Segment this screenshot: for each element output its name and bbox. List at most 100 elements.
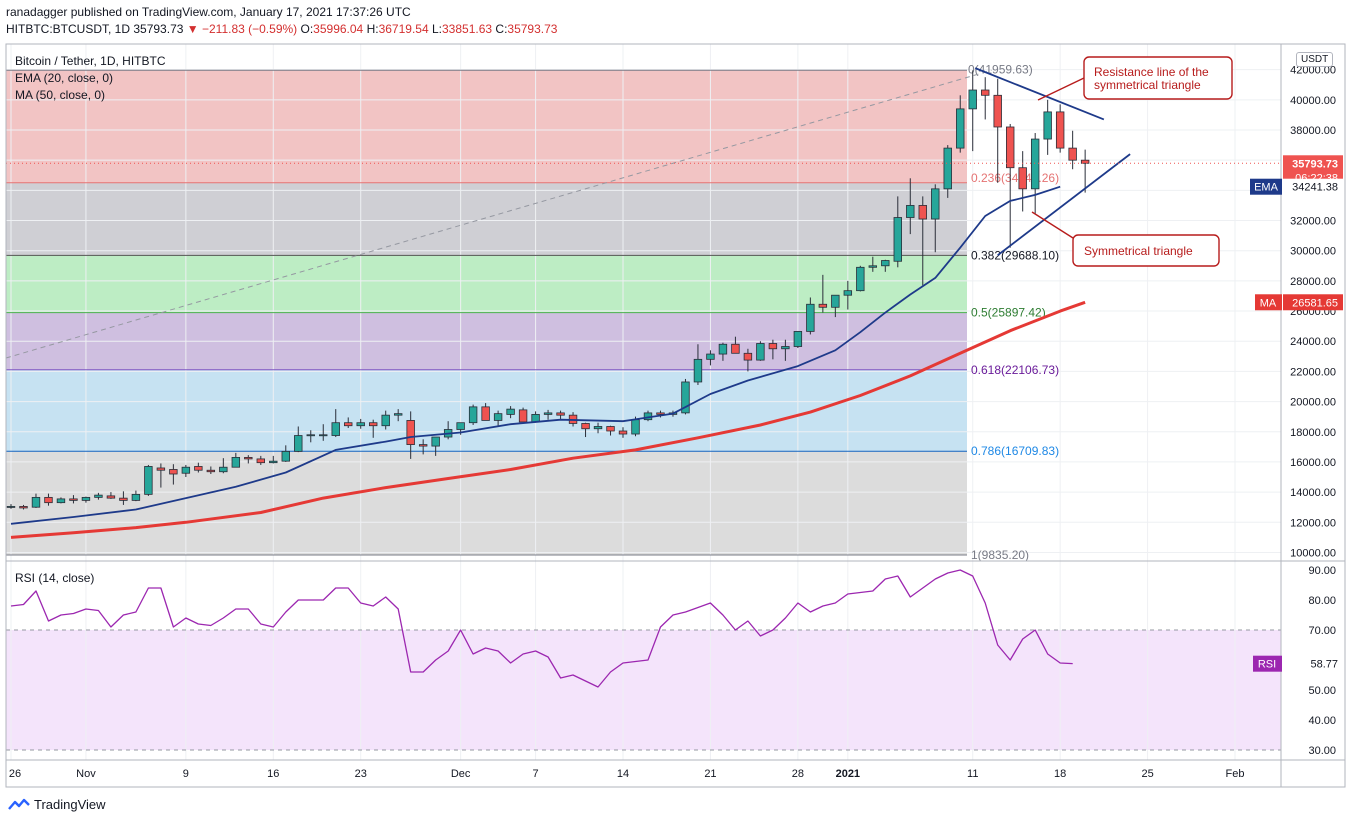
candle-body xyxy=(344,422,353,427)
low-value: 33851.63 xyxy=(442,22,493,36)
annotation-text: Resistance line of the xyxy=(1094,65,1209,79)
candle-body xyxy=(369,422,378,427)
candle-body xyxy=(618,430,628,435)
high-value: 36719.54 xyxy=(378,22,429,36)
candle-body xyxy=(331,422,340,436)
time-tick-label: Dec xyxy=(451,768,471,780)
candle-body xyxy=(281,450,290,462)
candle-body xyxy=(119,497,128,501)
candle-body xyxy=(1080,159,1090,164)
open-value: 35996.04 xyxy=(313,22,364,36)
candle-body xyxy=(906,205,915,218)
candle-body xyxy=(244,457,253,460)
candle-body xyxy=(256,458,265,464)
candle-body xyxy=(881,260,890,267)
candle-body xyxy=(169,469,178,475)
price-tick-label: 12000.00 xyxy=(1290,517,1336,529)
candle-body xyxy=(756,343,765,361)
candle-body xyxy=(943,147,952,190)
chart-title: Bitcoin / Tether, 1D, HITBTC xyxy=(15,54,166,68)
ma-line xyxy=(10,300,1086,539)
price-tick-label: 28000.00 xyxy=(1290,276,1336,288)
candle-body xyxy=(306,434,315,437)
candle-body xyxy=(6,506,16,508)
fib-trend-line xyxy=(5,69,992,359)
price-tick-label: 14000.00 xyxy=(1290,487,1336,499)
rsi-tag-label: RSI xyxy=(1258,659,1276,671)
last-price: 35793.73 xyxy=(133,22,184,36)
candle-body xyxy=(1006,126,1015,169)
time-tick-label: 14 xyxy=(617,768,629,780)
price-change: ▼ −211.83 (−0.59%) xyxy=(186,22,298,36)
candle-body xyxy=(993,94,1002,128)
fib-zone-2 xyxy=(6,255,967,313)
price-tick-label: 18000.00 xyxy=(1290,427,1336,439)
support-line xyxy=(997,153,1131,256)
candle-body xyxy=(431,436,440,447)
candle-body xyxy=(1055,111,1065,149)
candle-body xyxy=(94,494,103,498)
candle-body xyxy=(518,409,528,423)
fib-zone-0 xyxy=(6,70,967,183)
candle-body xyxy=(781,346,790,350)
annotation-box-triangle xyxy=(1072,234,1220,267)
time-tick-label: Nov xyxy=(76,768,96,780)
candle-body xyxy=(219,466,228,473)
candle-body xyxy=(194,466,203,471)
rsi-band xyxy=(6,630,1281,750)
candle-body xyxy=(818,303,828,308)
candle-body xyxy=(269,460,278,464)
ma-tag-label: MA xyxy=(1260,297,1277,309)
price-tick-label: 32000.00 xyxy=(1290,216,1336,228)
candle-body xyxy=(743,352,753,361)
currency-badge[interactable]: USDT xyxy=(1296,52,1334,67)
ema-legend: EMA (20, close, 0) xyxy=(15,71,114,85)
candle-body xyxy=(581,423,590,430)
candle-body xyxy=(319,434,328,437)
candle-body xyxy=(931,188,940,220)
rsi-tick-label: 90.00 xyxy=(1308,565,1336,577)
candle-body xyxy=(968,89,977,110)
ema-tag-value-bg xyxy=(1283,178,1343,195)
ema-tag-label-bg xyxy=(1250,178,1282,195)
candle-body xyxy=(606,426,615,432)
candle-body xyxy=(981,89,990,96)
candle-body xyxy=(718,343,728,355)
candle-body xyxy=(843,290,853,296)
candle-body xyxy=(693,358,703,383)
candle-body xyxy=(768,343,778,350)
ma-tag-label-bg xyxy=(1255,294,1282,311)
fib-zone-1 xyxy=(6,182,967,256)
time-tick-label: 18 xyxy=(1054,768,1066,780)
time-tick-label: 11 xyxy=(967,768,978,780)
price-tick-label: 40000.00 xyxy=(1290,95,1336,107)
candle-body xyxy=(81,496,91,501)
price-tick-label: 30000.00 xyxy=(1290,246,1336,258)
resistance-line xyxy=(974,67,1105,121)
candle-body xyxy=(44,496,53,504)
ohlc-header: HITBTC:BTCUSDT, 1D 35793.73 ▼ −211.83 (−… xyxy=(6,22,558,36)
footer-brand[interactable]: TradingView xyxy=(8,797,106,812)
last-price-tag-value: 35793.73 xyxy=(1292,158,1338,170)
price-tick-label: 20000.00 xyxy=(1290,397,1336,409)
fib-label-5: 0.786(16709.83) xyxy=(971,444,1059,458)
candle-body xyxy=(593,426,603,430)
fib-label-3: 0.5(25897.42) xyxy=(971,306,1046,320)
candle-body xyxy=(481,406,490,421)
symbol: HITBTC:BTCUSDT, 1D xyxy=(6,22,131,36)
candle-body xyxy=(1043,111,1052,140)
rsi-tag-value-bg xyxy=(1283,655,1343,672)
time-tick-label: 9 xyxy=(183,768,189,780)
rsi-line xyxy=(10,569,1073,688)
time-tick-label: 28 xyxy=(792,768,804,780)
candle-body xyxy=(231,457,241,468)
rsi-tick-label: 80.00 xyxy=(1308,595,1336,607)
candle-body xyxy=(418,444,428,447)
rsi-tick-label: 70.00 xyxy=(1308,625,1336,637)
candle-body xyxy=(831,294,840,308)
candle-body xyxy=(106,495,116,499)
candle-body xyxy=(56,498,66,504)
candle-body xyxy=(31,496,41,508)
time-tick-label: 21 xyxy=(704,768,716,780)
